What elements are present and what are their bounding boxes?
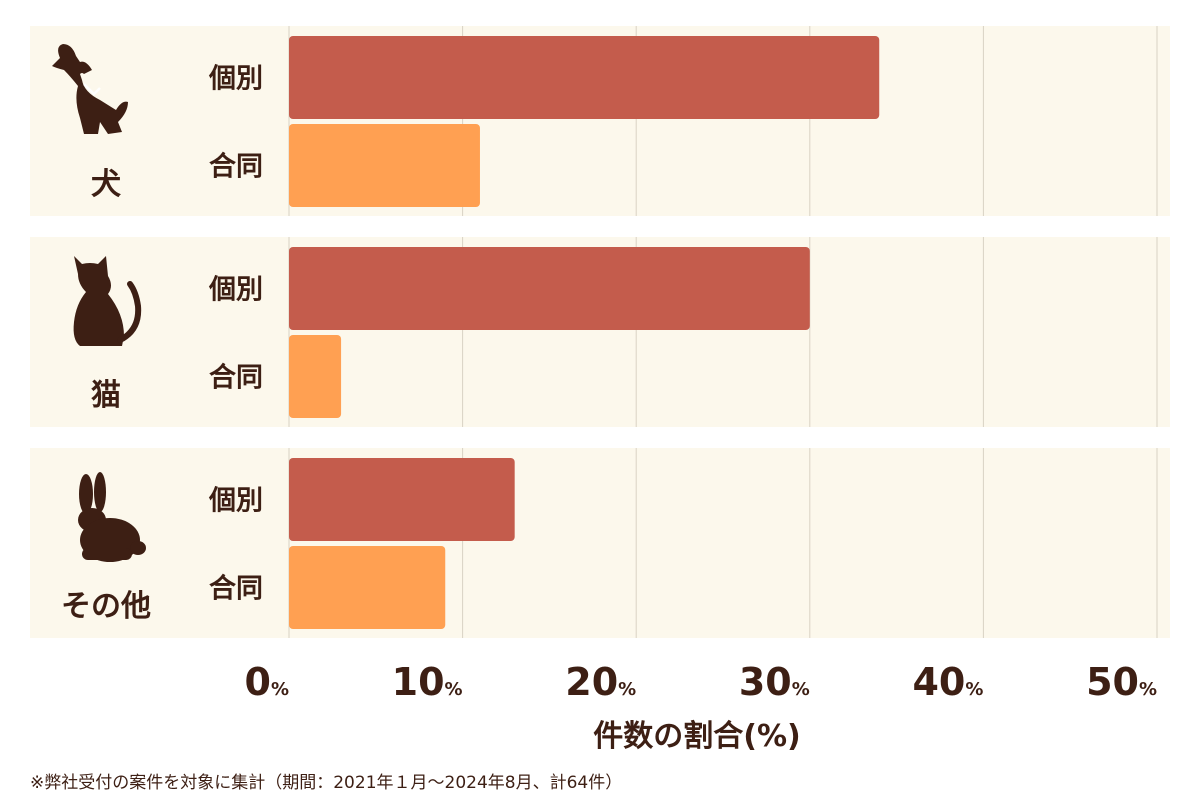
group-label: 猫 bbox=[91, 378, 121, 413]
category-label: 個別 bbox=[208, 486, 263, 517]
x-tick-label: 0% bbox=[245, 660, 290, 704]
bar bbox=[289, 36, 880, 119]
bar bbox=[289, 458, 515, 541]
rabbit-icon bbox=[78, 472, 146, 562]
x-axis-label: 件数の割合(%) bbox=[593, 719, 800, 754]
bar bbox=[289, 124, 480, 207]
category-label: 個別 bbox=[208, 275, 263, 306]
category-label: 合同 bbox=[209, 362, 263, 394]
group-label: その他 bbox=[61, 589, 151, 624]
x-tick-label: 50% bbox=[1086, 660, 1157, 704]
group-panel bbox=[30, 448, 1170, 638]
category-label: 合同 bbox=[209, 573, 263, 605]
category-label: 個別 bbox=[208, 64, 263, 95]
bar bbox=[289, 546, 446, 629]
dog-icon bbox=[52, 44, 128, 134]
bar bbox=[289, 335, 342, 418]
x-tick-label: 30% bbox=[739, 660, 810, 704]
x-tick-label: 40% bbox=[912, 660, 983, 704]
x-tick-label: 20% bbox=[565, 660, 636, 704]
bar bbox=[289, 247, 810, 330]
group-label: 犬 bbox=[91, 167, 121, 202]
cat-icon bbox=[73, 256, 142, 346]
footnote: ※弊社受付の案件を対象に集計（期間：2021年１月〜2024年8月、計64件） bbox=[30, 773, 623, 793]
x-tick-label: 10% bbox=[392, 660, 463, 704]
category-label: 合同 bbox=[209, 151, 263, 183]
